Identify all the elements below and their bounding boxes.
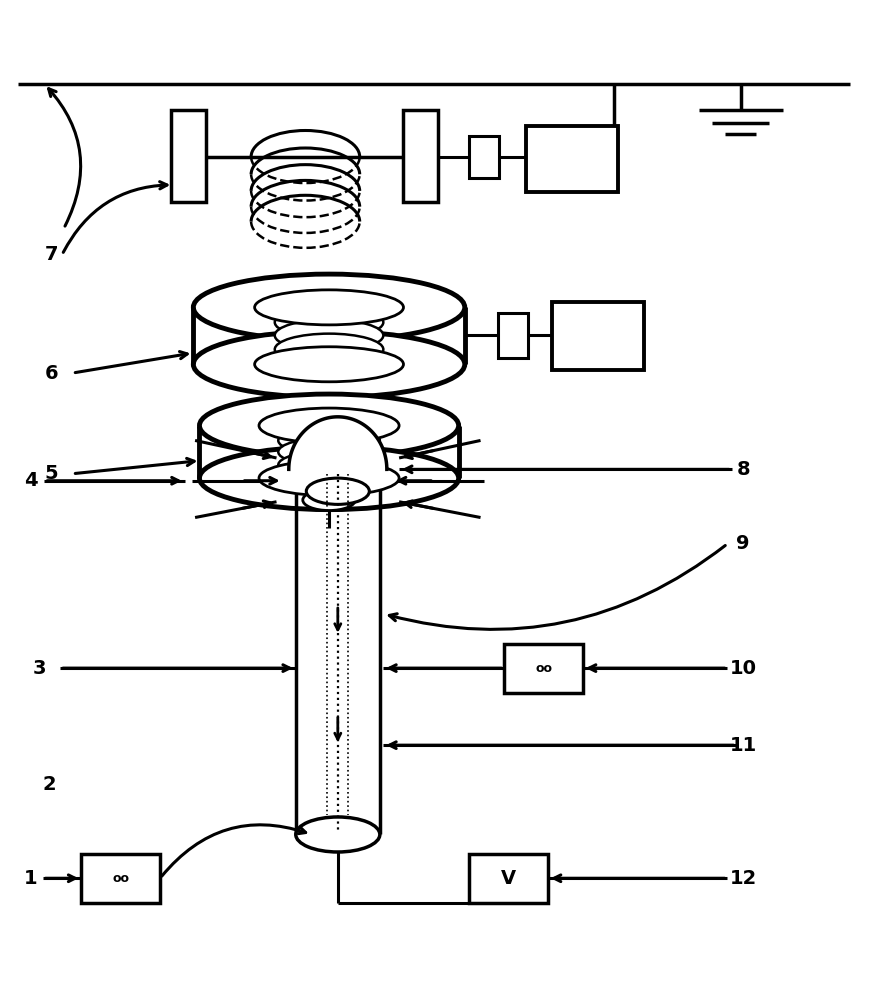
- Bar: [504, 644, 583, 693]
- Ellipse shape: [303, 489, 355, 511]
- Ellipse shape: [199, 447, 459, 510]
- Text: 9: 9: [737, 534, 750, 553]
- Text: 10: 10: [730, 659, 757, 678]
- Text: 1: 1: [24, 869, 38, 888]
- Bar: [82, 854, 160, 903]
- Text: 5: 5: [45, 464, 58, 483]
- Ellipse shape: [254, 347, 403, 382]
- Text: 2: 2: [42, 775, 55, 794]
- Text: V: V: [501, 869, 516, 888]
- Ellipse shape: [278, 451, 380, 479]
- Bar: [403, 110, 438, 202]
- Ellipse shape: [199, 394, 459, 457]
- Ellipse shape: [275, 334, 383, 365]
- Text: 12: 12: [730, 869, 757, 888]
- Bar: [469, 136, 499, 178]
- Text: oo: oo: [535, 662, 553, 675]
- Ellipse shape: [193, 274, 465, 341]
- Bar: [498, 313, 528, 358]
- Ellipse shape: [278, 426, 380, 454]
- Text: 3: 3: [32, 659, 46, 678]
- Text: 8: 8: [737, 460, 750, 479]
- Text: 7: 7: [45, 245, 58, 264]
- Ellipse shape: [296, 817, 380, 852]
- Ellipse shape: [193, 331, 465, 398]
- Ellipse shape: [259, 408, 399, 443]
- Bar: [469, 854, 548, 903]
- Ellipse shape: [278, 438, 380, 466]
- Ellipse shape: [275, 306, 383, 338]
- Text: 11: 11: [730, 736, 757, 755]
- Text: 4: 4: [24, 471, 38, 490]
- Text: 6: 6: [45, 364, 58, 383]
- Ellipse shape: [306, 478, 369, 504]
- Text: oo: oo: [112, 872, 129, 885]
- Bar: [553, 302, 645, 370]
- Ellipse shape: [275, 320, 383, 351]
- Polygon shape: [289, 417, 387, 469]
- Bar: [171, 110, 206, 202]
- Ellipse shape: [254, 290, 403, 325]
- Ellipse shape: [259, 461, 399, 496]
- Bar: [526, 126, 618, 192]
